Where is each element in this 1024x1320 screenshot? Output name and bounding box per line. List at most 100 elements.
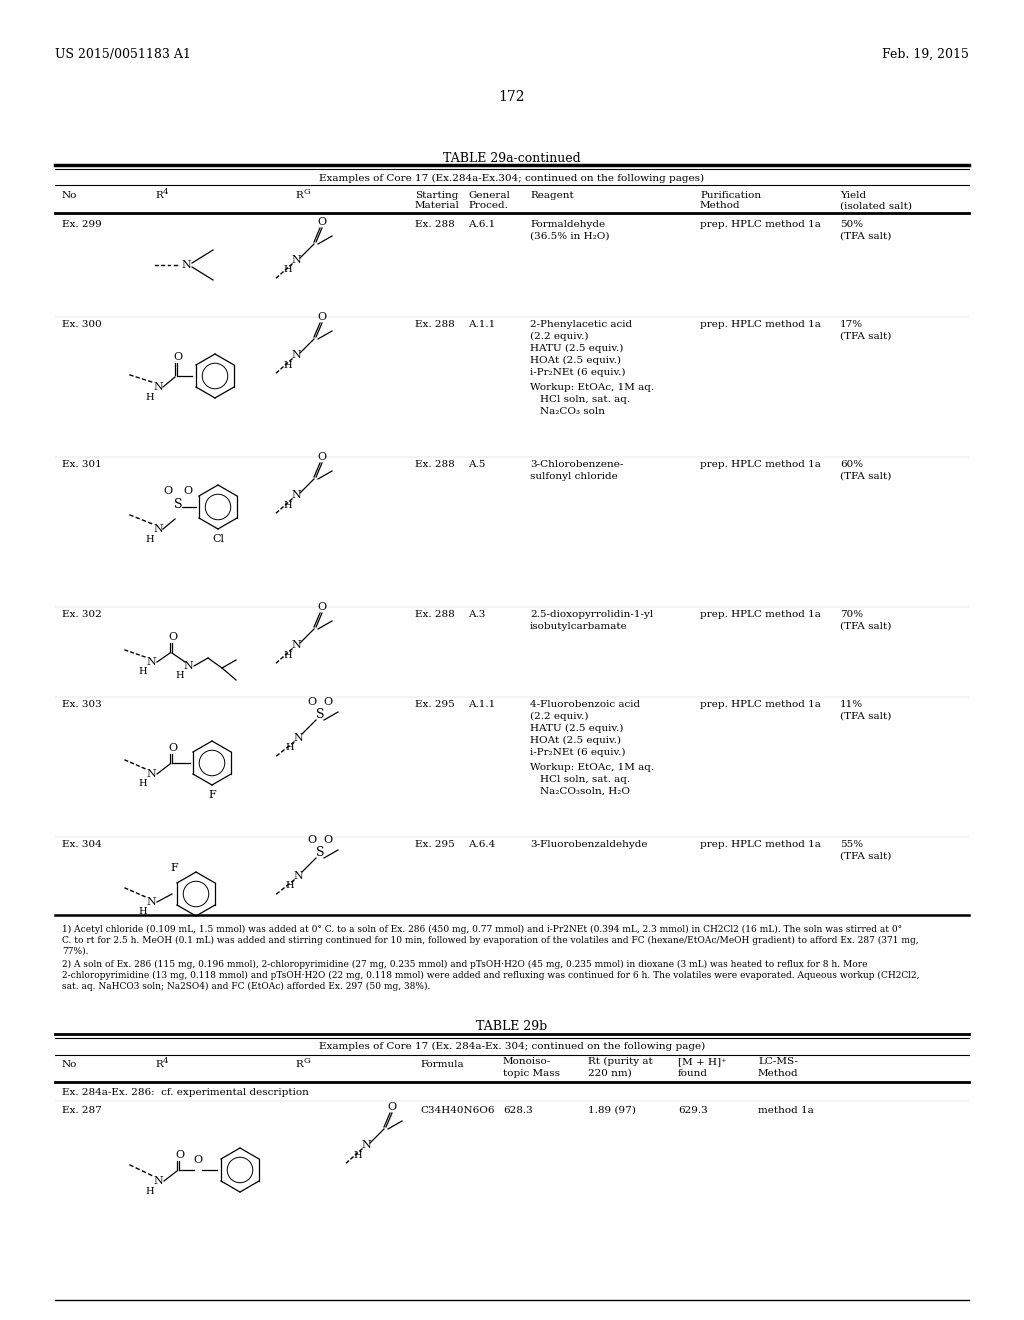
Text: sulfonyl chloride: sulfonyl chloride xyxy=(530,473,617,480)
Text: C. to rt for 2.5 h. MeOH (0.1 mL) was added and stirring continued for 10 min, f: C. to rt for 2.5 h. MeOH (0.1 mL) was ad… xyxy=(62,936,919,945)
Text: R: R xyxy=(295,1060,303,1069)
Text: method 1a: method 1a xyxy=(758,1106,814,1115)
Text: N: N xyxy=(291,255,301,265)
Text: Ex. 295: Ex. 295 xyxy=(415,700,455,709)
Text: topic Mass: topic Mass xyxy=(503,1069,560,1078)
Text: HATU (2.5 equiv.): HATU (2.5 equiv.) xyxy=(530,345,624,354)
Text: 2) A soln of Ex. 286 (115 mg, 0.196 mmol), 2-chloropyrimidine (27 mg, 0.235 mmol: 2) A soln of Ex. 286 (115 mg, 0.196 mmol… xyxy=(62,960,867,969)
Text: H: H xyxy=(138,780,147,788)
Text: N: N xyxy=(361,1140,371,1150)
Text: No: No xyxy=(62,1060,78,1069)
Text: Reagent: Reagent xyxy=(530,191,573,201)
Text: Formaldehyde: Formaldehyde xyxy=(530,220,605,228)
Text: N: N xyxy=(291,350,301,360)
Text: HCl soln, sat. aq.: HCl soln, sat. aq. xyxy=(540,395,630,404)
Text: prep. HPLC method 1a: prep. HPLC method 1a xyxy=(700,319,821,329)
Text: General
Proced.: General Proced. xyxy=(468,191,510,210)
Text: N: N xyxy=(183,661,193,671)
Text: H: H xyxy=(176,672,184,681)
Text: H: H xyxy=(284,360,292,370)
Text: 4-Fluorobenzoic acid: 4-Fluorobenzoic acid xyxy=(530,700,640,709)
Text: HOAt (2.5 equiv.): HOAt (2.5 equiv.) xyxy=(530,737,621,744)
Text: G: G xyxy=(303,187,309,195)
Text: Na₂CO₃soln, H₂O: Na₂CO₃soln, H₂O xyxy=(540,787,630,796)
Text: N: N xyxy=(146,657,156,667)
Text: N: N xyxy=(291,640,301,649)
Text: G: G xyxy=(303,1057,309,1065)
Text: 2.5-dioxopyrrolidin-1-yl: 2.5-dioxopyrrolidin-1-yl xyxy=(530,610,653,619)
Text: N: N xyxy=(146,770,156,779)
Text: O: O xyxy=(307,697,316,708)
Text: Ex. 288: Ex. 288 xyxy=(415,610,455,619)
Text: N: N xyxy=(154,381,163,392)
Text: R: R xyxy=(295,191,303,201)
Text: prep. HPLC method 1a: prep. HPLC method 1a xyxy=(700,459,821,469)
Text: (TFA salt): (TFA salt) xyxy=(840,622,891,631)
Text: O: O xyxy=(387,1102,396,1111)
Text: Ex. 288: Ex. 288 xyxy=(415,220,455,228)
Text: No: No xyxy=(62,191,78,201)
Text: (TFA salt): (TFA salt) xyxy=(840,232,891,242)
Text: O: O xyxy=(324,836,333,845)
Text: A.1.1: A.1.1 xyxy=(468,319,496,329)
Text: A.6.1: A.6.1 xyxy=(468,220,496,228)
Text: Ex. 284a-Ex. 286:  cf. experimental description: Ex. 284a-Ex. 286: cf. experimental descr… xyxy=(62,1088,309,1097)
Text: Ex. 287: Ex. 287 xyxy=(62,1106,101,1115)
Text: O: O xyxy=(164,486,173,496)
Text: prep. HPLC method 1a: prep. HPLC method 1a xyxy=(700,700,821,709)
Text: H: H xyxy=(286,882,294,891)
Text: N: N xyxy=(291,490,301,500)
Text: (TFA salt): (TFA salt) xyxy=(840,473,891,480)
Text: HCl soln, sat. aq.: HCl soln, sat. aq. xyxy=(540,775,630,784)
Text: isobutylcarbamate: isobutylcarbamate xyxy=(530,622,628,631)
Text: Feb. 19, 2015: Feb. 19, 2015 xyxy=(882,48,969,61)
Text: O: O xyxy=(183,486,193,496)
Text: A.6.4: A.6.4 xyxy=(468,840,496,849)
Text: (2.2 equiv.): (2.2 equiv.) xyxy=(530,333,589,341)
Text: S: S xyxy=(174,499,182,511)
Text: O: O xyxy=(173,352,182,362)
Text: 50%: 50% xyxy=(840,220,863,228)
Text: 220 nm): 220 nm) xyxy=(588,1069,632,1078)
Text: Ex. 304: Ex. 304 xyxy=(62,840,101,849)
Text: Examples of Core 17 (Ex.284a-Ex.304; continued on the following pages): Examples of Core 17 (Ex.284a-Ex.304; con… xyxy=(319,174,705,183)
Text: Ex. 288: Ex. 288 xyxy=(415,319,455,329)
Text: i-Pr₂NEt (6 equiv.): i-Pr₂NEt (6 equiv.) xyxy=(530,368,626,378)
Text: R: R xyxy=(155,1060,163,1069)
Text: Ex. 295: Ex. 295 xyxy=(415,840,455,849)
Text: Ex. 299: Ex. 299 xyxy=(62,220,101,228)
Text: Ex. 288: Ex. 288 xyxy=(415,459,455,469)
Text: sat. aq. NaHCO3 soln; Na2SO4) and FC (EtOAc) afforded Ex. 297 (50 mg, 38%).: sat. aq. NaHCO3 soln; Na2SO4) and FC (Et… xyxy=(62,982,430,991)
Text: N: N xyxy=(146,898,156,907)
Text: H: H xyxy=(284,500,292,510)
Text: O: O xyxy=(168,632,177,642)
Text: A.3: A.3 xyxy=(468,610,485,619)
Text: F: F xyxy=(170,863,178,873)
Text: 77%).: 77%). xyxy=(62,946,88,956)
Text: Yield
(isolated salt): Yield (isolated salt) xyxy=(840,191,912,210)
Text: N: N xyxy=(293,733,303,743)
Text: 629.3: 629.3 xyxy=(678,1106,708,1115)
Text: HOAt (2.5 equiv.): HOAt (2.5 equiv.) xyxy=(530,356,621,366)
Text: O: O xyxy=(317,216,327,227)
Text: Cl: Cl xyxy=(212,535,224,544)
Text: found: found xyxy=(678,1069,708,1078)
Text: H: H xyxy=(145,535,155,544)
Text: prep. HPLC method 1a: prep. HPLC method 1a xyxy=(700,220,821,228)
Text: N: N xyxy=(181,260,190,271)
Text: Purification
Method: Purification Method xyxy=(700,191,761,210)
Text: prep. HPLC method 1a: prep. HPLC method 1a xyxy=(700,610,821,619)
Text: Method: Method xyxy=(758,1069,799,1078)
Text: N: N xyxy=(293,871,303,880)
Text: 4: 4 xyxy=(163,1057,169,1065)
Text: Ex. 302: Ex. 302 xyxy=(62,610,101,619)
Text: 3-Chlorobenzene-: 3-Chlorobenzene- xyxy=(530,459,624,469)
Text: LC-MS-: LC-MS- xyxy=(758,1057,798,1067)
Text: US 2015/0051183 A1: US 2015/0051183 A1 xyxy=(55,48,190,61)
Text: 55%: 55% xyxy=(840,840,863,849)
Text: HATU (2.5 equiv.): HATU (2.5 equiv.) xyxy=(530,723,624,733)
Text: H: H xyxy=(284,265,292,275)
Text: Examples of Core 17 (Ex. 284a-Ex. 304; continued on the following page): Examples of Core 17 (Ex. 284a-Ex. 304; c… xyxy=(318,1041,706,1051)
Text: Rt (purity at: Rt (purity at xyxy=(588,1057,652,1067)
Text: O: O xyxy=(175,1150,184,1160)
